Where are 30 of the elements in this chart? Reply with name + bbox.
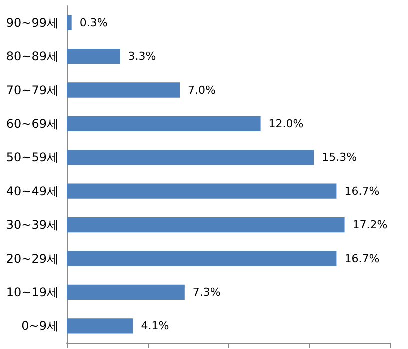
y-tick-label: 20~29세 [6, 252, 59, 266]
bar [67, 318, 134, 334]
bar [67, 217, 345, 233]
data-label: 15.3% [322, 151, 358, 164]
y-tick-label: 90~99세 [6, 16, 59, 30]
y-tick-label: 50~59세 [6, 150, 59, 165]
bar [67, 251, 337, 266]
bar [67, 48, 120, 64]
y-tick-label: 60~69세 [6, 116, 59, 131]
data-label: 0.3% [80, 16, 108, 30]
data-label: 4.1% [141, 320, 170, 333]
y-tick-label: 40~49세 [6, 184, 59, 198]
bar [67, 82, 180, 98]
data-label: 3.3% [128, 50, 156, 64]
y-tick-label: 70~79세 [6, 83, 59, 98]
y-tick-label: 0~9세 [22, 319, 59, 334]
bar [67, 15, 72, 30]
y-tick-label: 80~89세 [6, 50, 59, 64]
data-label: 7.0% [188, 84, 216, 97]
bar [67, 284, 185, 300]
y-tick-label: 30~39세 [6, 218, 59, 232]
data-label: 16.7% [344, 184, 380, 198]
bar [67, 116, 261, 132]
data-label: 17.2% [352, 218, 388, 232]
data-label: 16.7% [344, 252, 380, 266]
y-tick-label: 10~19세 [6, 285, 59, 300]
data-label: 7.3% [192, 286, 221, 299]
bar [67, 184, 337, 199]
bar [67, 150, 314, 166]
data-label: 12.0% [268, 117, 304, 130]
